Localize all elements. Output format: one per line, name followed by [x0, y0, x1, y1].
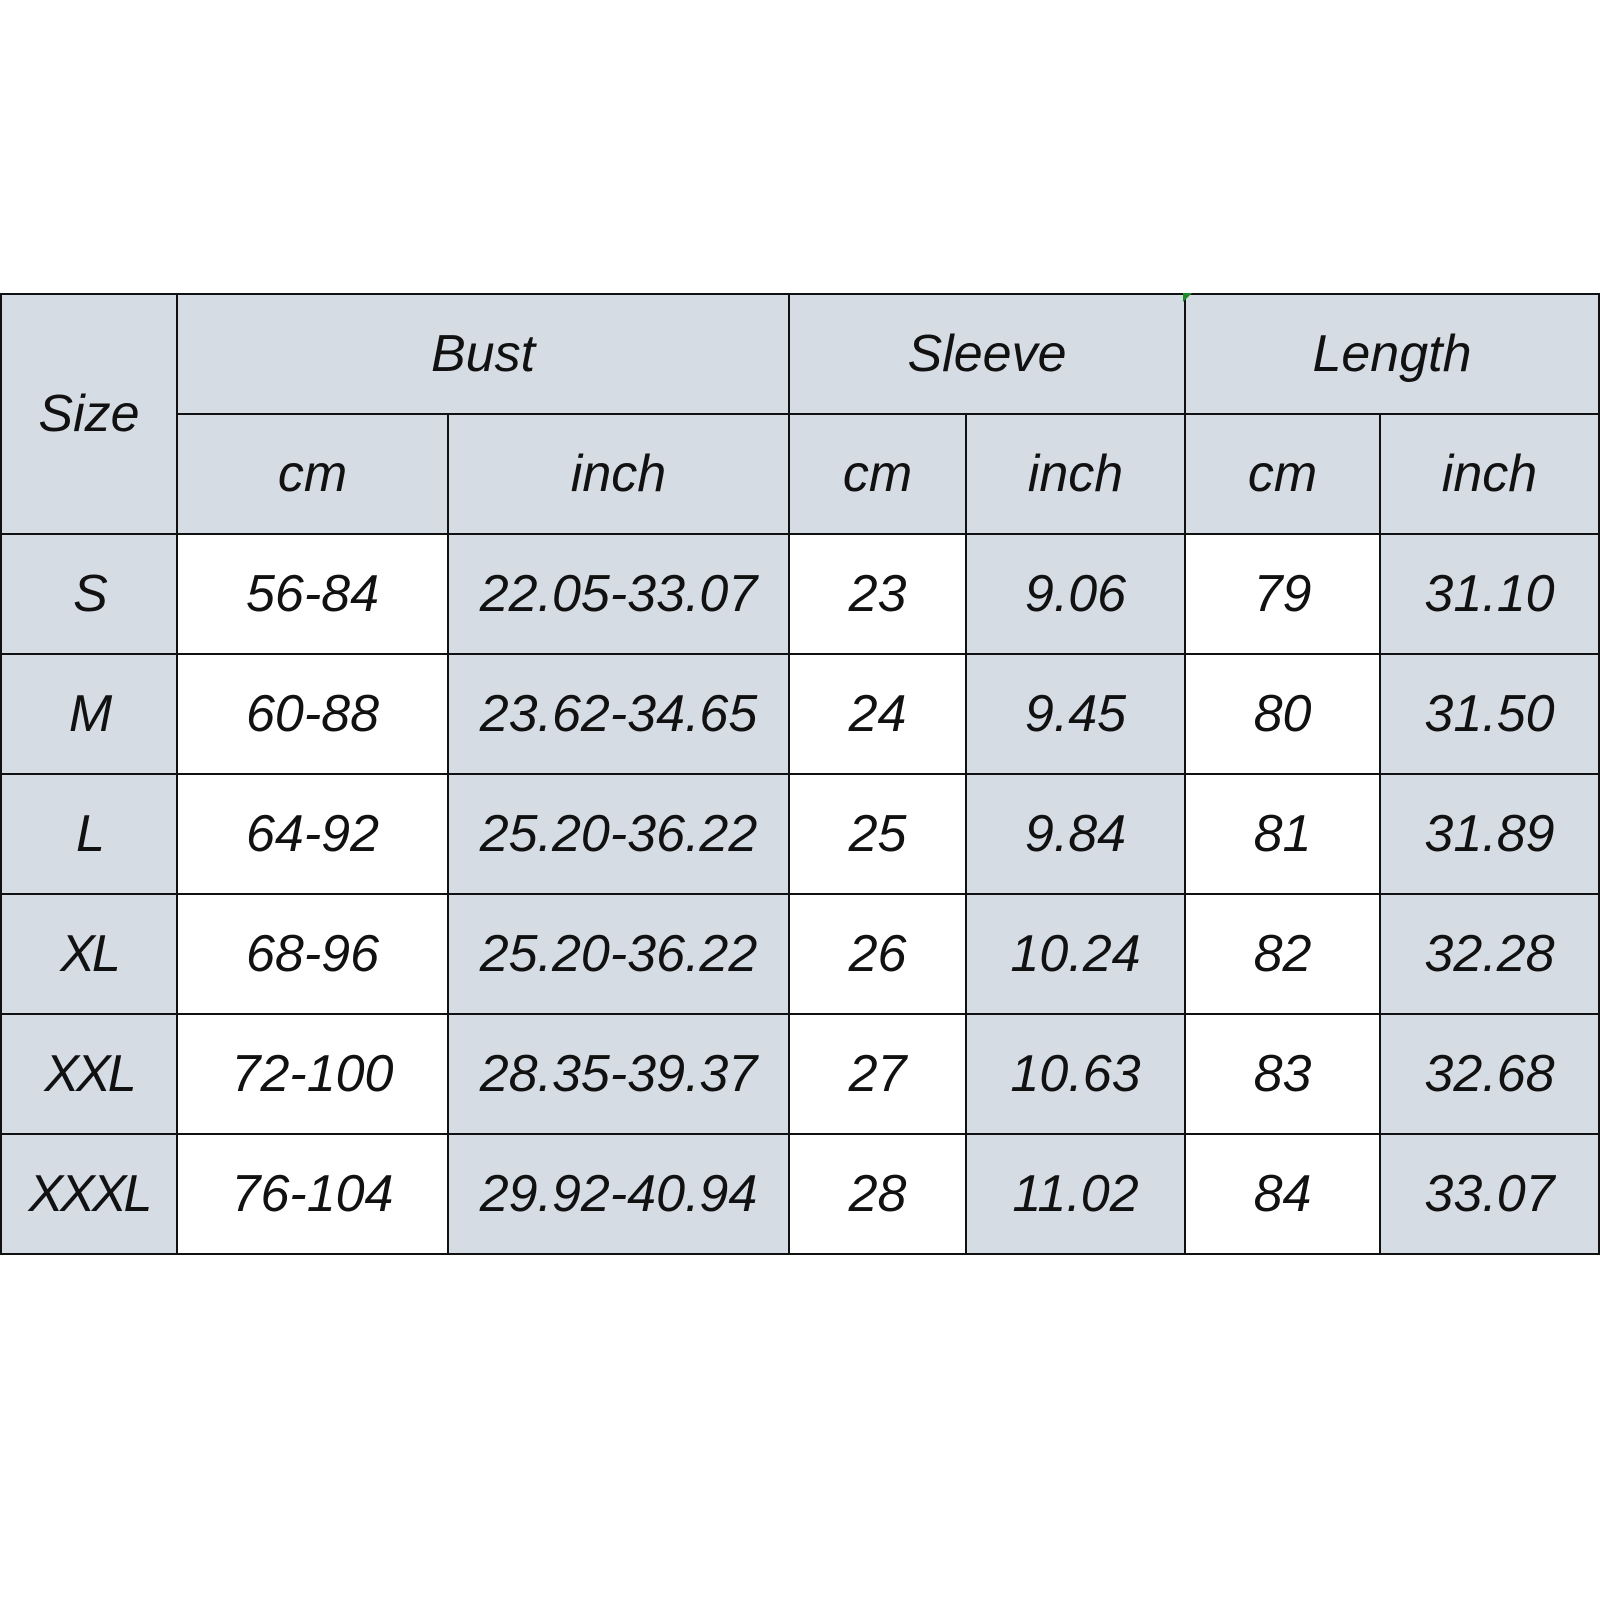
- cell-comment-marker: [1183, 293, 1192, 302]
- table-cell: 81: [1184, 773, 1381, 895]
- table-cell: 31.10: [1379, 533, 1600, 655]
- length-header: Length: [1184, 293, 1600, 415]
- table-row: S 56-84 22.05-33.07 23 9.06 79 31.10: [0, 533, 1600, 655]
- table-cell: 64-92: [176, 773, 449, 895]
- table-row: M 60-88 23.62-34.65 24 9.45 80 31.50: [0, 653, 1600, 775]
- table-cell: 56-84: [176, 533, 449, 655]
- group-header-row: Size Bust Sleeve Length: [0, 293, 1600, 535]
- table-cell: 9.84: [965, 773, 1186, 895]
- unit-header: cm: [176, 413, 449, 535]
- size-cell: L: [0, 773, 178, 895]
- table-cell: 31.50: [1379, 653, 1600, 775]
- table-cell: 29.92-40.94: [447, 1133, 790, 1255]
- unit-header: cm: [1184, 413, 1381, 535]
- size-chart-table: Size Bust Sleeve Length cm inch cm inch …: [0, 293, 1600, 1255]
- table-row: L 64-92 25.20-36.22 25 9.84 81 31.89: [0, 773, 1600, 895]
- table-cell: 22.05-33.07: [447, 533, 790, 655]
- table-cell: 25: [788, 773, 967, 895]
- table-cell: 82: [1184, 893, 1381, 1015]
- table-cell: 26: [788, 893, 967, 1015]
- table-cell: 27: [788, 1013, 967, 1135]
- table-cell: 83: [1184, 1013, 1381, 1135]
- size-header: Size: [0, 293, 178, 535]
- unit-header: cm: [788, 413, 967, 535]
- size-cell: XXL: [0, 1013, 178, 1135]
- size-cell: M: [0, 653, 178, 775]
- table-cell: 68-96: [176, 893, 449, 1015]
- table-cell: 32.68: [1379, 1013, 1600, 1135]
- size-cell: XL: [0, 893, 178, 1015]
- table-cell: 72-100: [176, 1013, 449, 1135]
- table-cell: 10.63: [965, 1013, 1186, 1135]
- bust-header: Bust: [176, 293, 790, 415]
- sleeve-header: Sleeve: [788, 293, 1186, 415]
- size-cell: XXXL: [0, 1133, 178, 1255]
- table-cell: 31.89: [1379, 773, 1600, 895]
- table-cell: 84: [1184, 1133, 1381, 1255]
- table-cell: 25.20-36.22: [447, 893, 790, 1015]
- table-cell: 10.24: [965, 893, 1186, 1015]
- table-cell: 23: [788, 533, 967, 655]
- table-row: XXL 72-100 28.35-39.37 27 10.63 83 32.68: [0, 1013, 1600, 1135]
- table-cell: 60-88: [176, 653, 449, 775]
- table-row: XL 68-96 25.20-36.22 26 10.24 82 32.28: [0, 893, 1600, 1015]
- table-cell: 28.35-39.37: [447, 1013, 790, 1135]
- table-cell: 9.06: [965, 533, 1186, 655]
- table-cell: 33.07: [1379, 1133, 1600, 1255]
- table-row: XXXL 76-104 29.92-40.94 28 11.02 84 33.07: [0, 1133, 1600, 1255]
- size-cell: S: [0, 533, 178, 655]
- table-cell: 11.02: [965, 1133, 1186, 1255]
- table-cell: 79: [1184, 533, 1381, 655]
- table-cell: 24: [788, 653, 967, 775]
- table-cell: 76-104: [176, 1133, 449, 1255]
- table-cell: 23.62-34.65: [447, 653, 790, 775]
- unit-header: inch: [447, 413, 790, 535]
- table-cell: 28: [788, 1133, 967, 1255]
- table-cell: 32.28: [1379, 893, 1600, 1015]
- unit-header: inch: [1379, 413, 1600, 535]
- unit-header: inch: [965, 413, 1186, 535]
- table-cell: 25.20-36.22: [447, 773, 790, 895]
- unit-header-row: cm inch cm inch cm inch: [1, 413, 1600, 535]
- table-cell: 80: [1184, 653, 1381, 775]
- table-cell: 9.45: [965, 653, 1186, 775]
